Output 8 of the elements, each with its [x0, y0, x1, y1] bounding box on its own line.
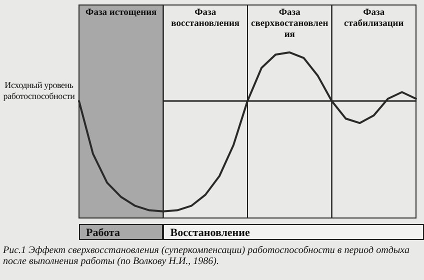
- text: Рис.1 Эффект сверхвосстановления (суперкомпенсации) работоспособности в период отдыха после выполнения работы (по Волкову Н.И., 1986).: [3, 245, 410, 267]
- text: Фаза истощения: [84, 8, 158, 19]
- text: Фаза стабилизации: [342, 8, 405, 30]
- y-axis-title: Исходный уровень работоспособности: [2, 80, 76, 102]
- text: Фаза восстановления: [170, 8, 241, 30]
- text: Работа: [79, 224, 164, 240]
- text: Фаза сверхвостановления: [250, 8, 330, 41]
- text: Восстановление: [163, 224, 424, 240]
